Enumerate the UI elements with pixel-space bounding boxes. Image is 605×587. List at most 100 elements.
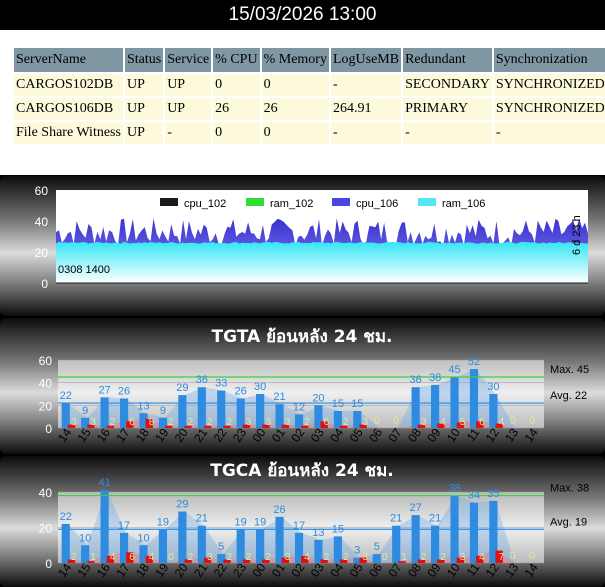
bar xyxy=(61,403,70,428)
secondary-value-label: 3 xyxy=(421,417,427,428)
bar xyxy=(100,397,109,428)
x-tick-label: 01 xyxy=(269,425,288,444)
value-label: 10 xyxy=(137,532,149,544)
bar-red xyxy=(184,559,192,563)
value-label: 22 xyxy=(60,390,72,402)
secondary-value-label: 4 xyxy=(479,552,485,563)
table-cell: UP xyxy=(163,96,214,122)
ram-106-area xyxy=(56,241,588,283)
bar xyxy=(217,554,226,563)
chart-title: TGCA ย้อนหลัง 24 ชม. xyxy=(210,461,394,481)
bar-red xyxy=(339,425,348,428)
table-cell: CARGOS106DB xyxy=(12,96,125,122)
x-tick-label: 09 xyxy=(424,425,443,444)
table-cell: 0 xyxy=(211,120,262,146)
bar xyxy=(333,536,342,563)
bar xyxy=(217,390,226,428)
secondary-value-label: 3 xyxy=(285,417,291,428)
bar-red xyxy=(495,550,503,563)
bar xyxy=(489,394,498,428)
secondary-value-label: 7 xyxy=(499,552,505,563)
secondary-value-label: 3 xyxy=(460,552,466,563)
secondary-value-label: 2 xyxy=(226,417,232,428)
value-label: 30 xyxy=(254,381,266,393)
value-label: 0 xyxy=(374,415,380,427)
bar xyxy=(489,500,498,563)
bar xyxy=(119,532,129,563)
x-tick-label: 10 xyxy=(444,425,463,444)
secondary-value-label: 3 xyxy=(363,552,369,563)
value-label: 34 xyxy=(468,490,480,502)
bar xyxy=(294,532,304,563)
bar xyxy=(81,417,90,428)
bar-red xyxy=(203,425,212,428)
value-label: 52 xyxy=(468,356,480,368)
bar-red xyxy=(437,559,445,563)
bar xyxy=(197,525,206,563)
secondary-value-label: 2 xyxy=(440,552,446,563)
secondary-value-label: 3 xyxy=(71,417,77,428)
value-label: 21 xyxy=(196,513,208,525)
bar xyxy=(469,369,479,428)
x-tick-label: 07 xyxy=(386,425,405,444)
server-status-panel: ServerName Status Service % CPU % Memory… xyxy=(0,30,605,175)
x-tick-label: 08 xyxy=(405,560,424,579)
bar-red xyxy=(359,557,367,563)
bar-red xyxy=(339,559,348,563)
y-tick-label: 0 xyxy=(45,422,52,436)
bar-red xyxy=(359,424,367,428)
secondary-value-label: 2 xyxy=(188,552,194,563)
bar xyxy=(411,387,420,428)
bar-red xyxy=(223,559,231,563)
bar-red xyxy=(106,425,115,428)
legend-swatch xyxy=(246,198,264,206)
secondary-value-label: 3 xyxy=(90,417,96,428)
secondary-value-label: 6 xyxy=(324,417,330,428)
value-label: 10 xyxy=(79,532,91,544)
value-label: 0 xyxy=(529,415,535,427)
bar xyxy=(430,384,440,428)
bar-red xyxy=(126,421,134,428)
value-label: 26 xyxy=(118,386,130,398)
x-tick-label: 03 xyxy=(308,560,327,579)
legend-label: cpu_102 xyxy=(184,198,226,210)
table-header-row: ServerName Status Service % CPU % Memory… xyxy=(12,46,605,74)
value-label: 19 xyxy=(157,516,169,528)
secondary-value-label: 1 xyxy=(401,552,407,563)
x-tick-label: 05 xyxy=(347,425,366,444)
x-tick-label: 14 xyxy=(522,425,541,444)
bar-red xyxy=(223,425,231,428)
value-label: 0 xyxy=(393,415,399,427)
secondary-value-label: 4 xyxy=(499,417,505,428)
value-label: 17 xyxy=(118,520,130,532)
secondary-value-label: 6 xyxy=(479,417,485,428)
value-label: 15 xyxy=(332,523,344,535)
table-cell: 26 xyxy=(259,96,331,122)
table-cell: SYNCHRONIZED xyxy=(491,96,605,122)
legend-swatch xyxy=(160,198,178,206)
x-tick-label: 05 xyxy=(347,560,366,579)
x-tick-label: 06 xyxy=(366,560,385,579)
bar xyxy=(256,394,265,428)
secondary-value-label: 2 xyxy=(324,552,330,563)
table-row: CARGOS106DB UP UP 26 26 264.91 PRIMARY S… xyxy=(12,96,605,122)
y-tick-label: 40 xyxy=(39,377,53,391)
legend-label: ram_102 xyxy=(270,198,313,210)
x-tick-label: 22 xyxy=(211,560,230,579)
secondary-value-label: 2 xyxy=(226,552,232,563)
x-tick-label: 12 xyxy=(483,425,502,444)
value-label: 20 xyxy=(312,392,324,404)
column-header: Synchronization xyxy=(491,46,605,74)
value-label: 26 xyxy=(235,386,247,398)
value-label: 0 xyxy=(510,550,516,562)
bar xyxy=(353,557,362,563)
bar-red xyxy=(398,561,406,563)
bar-red xyxy=(145,418,153,428)
duration-label: 6 d 23 h xyxy=(571,215,583,255)
value-label: 21 xyxy=(273,391,285,403)
avg-label: Avg. 22 xyxy=(550,390,587,402)
x-tick-label: 22 xyxy=(211,425,230,444)
x-tick-label: 18 xyxy=(133,425,152,444)
bar-red xyxy=(301,555,309,563)
